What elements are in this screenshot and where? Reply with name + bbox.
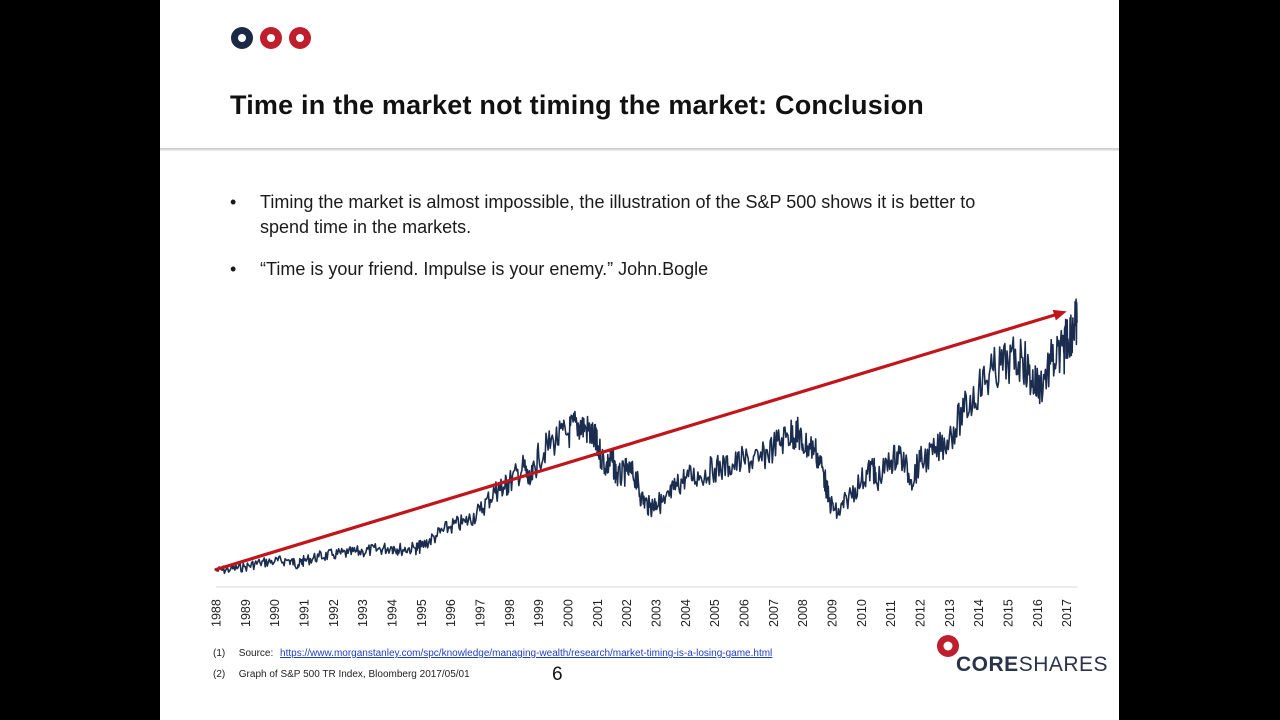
x-tick-label: 1992 — [327, 599, 341, 627]
logo-dot-icon — [231, 27, 253, 49]
footnote-number: (1) — [213, 648, 226, 659]
bullet-text: “Time is your friend. Impulse is your en… — [260, 259, 709, 279]
footnote-label: Source: — [238, 648, 274, 659]
x-tick-label: 2005 — [708, 599, 722, 627]
x-tick-label: 2006 — [738, 599, 752, 627]
bullet-marker: • — [230, 192, 237, 212]
x-tick-label: 2003 — [650, 599, 664, 627]
x-tick-label: 2013 — [943, 599, 957, 627]
x-tick-label: 1990 — [268, 599, 282, 627]
footnote-number: (2) — [213, 669, 226, 680]
bullet-text: Timing the market is almost impossible, … — [260, 192, 976, 237]
x-tick-label: 2012 — [914, 599, 928, 627]
brand-wordmark: CORESHARES — [956, 653, 1108, 677]
x-tick-label: 2016 — [1031, 599, 1045, 627]
source-link[interactable]: https://www.morganstanley.com/spc/knowle… — [280, 648, 773, 659]
logo-dots — [231, 27, 311, 49]
footnote-data: (2) Graph of S&P 500 TR Index, Bloomberg… — [213, 669, 470, 680]
x-tick-label: 2010 — [855, 599, 869, 627]
sp500-series-line — [215, 298, 1078, 575]
x-tick-label: 1998 — [503, 599, 517, 627]
x-tick-label: 2009 — [826, 599, 840, 627]
brand-word-regular: SHARES — [1018, 653, 1109, 676]
slide-title: Time in the market not timing the market… — [230, 90, 924, 120]
x-tick-label: 1988 — [210, 599, 224, 627]
page-number: 6 — [552, 664, 563, 685]
x-tick-label: 1991 — [298, 599, 312, 627]
x-tick-label: 2011 — [884, 600, 898, 627]
x-tick-label: 1994 — [386, 599, 400, 627]
x-tick-label: 1993 — [356, 599, 370, 627]
logo-dot-icon — [289, 27, 311, 49]
trend-arrow-line — [214, 313, 1056, 572]
coreshares-logo: CORESHARES — [934, 633, 1108, 683]
sp500-chart: 1988 1989 1990 1991 1992 1993 1994 1995 1996 1997… — [210, 298, 1078, 627]
x-tick-label: 1997 — [474, 599, 488, 627]
x-tick-label: 2017 — [1060, 599, 1074, 627]
header-divider — [160, 148, 1119, 151]
slide: Time in the market not timing the market… — [160, 0, 1119, 720]
bullet-marker: • — [230, 259, 237, 279]
footnote-text: Graph of S&P 500 TR Index, Bloomberg 201… — [238, 669, 470, 680]
footnote-source: (1) Source: https://www.morganstanley.co… — [213, 648, 772, 659]
x-tick-label: 2015 — [1002, 599, 1016, 627]
brand-ring-icon — [937, 635, 959, 657]
x-tick-label: 1996 — [444, 599, 458, 627]
brand-word-bold: CORE — [956, 653, 1019, 676]
x-tick-label: 2004 — [679, 599, 693, 627]
x-tick-label: 1999 — [532, 599, 546, 627]
x-tick-label: 2002 — [620, 599, 634, 627]
logo-dot-icon — [260, 27, 282, 49]
slide-header: Time in the market not timing the market… — [160, 0, 1119, 148]
x-tick-label: 1989 — [239, 599, 253, 627]
x-tick-label: 2000 — [562, 599, 576, 627]
trend-arrowhead-icon — [1052, 309, 1067, 321]
x-tick-label: 2007 — [767, 599, 781, 627]
x-tick-label: 2014 — [972, 599, 986, 627]
x-tick-label: 2001 — [591, 599, 605, 627]
x-tick-label: 1995 — [415, 599, 429, 627]
x-tick-label: 2008 — [796, 599, 810, 627]
